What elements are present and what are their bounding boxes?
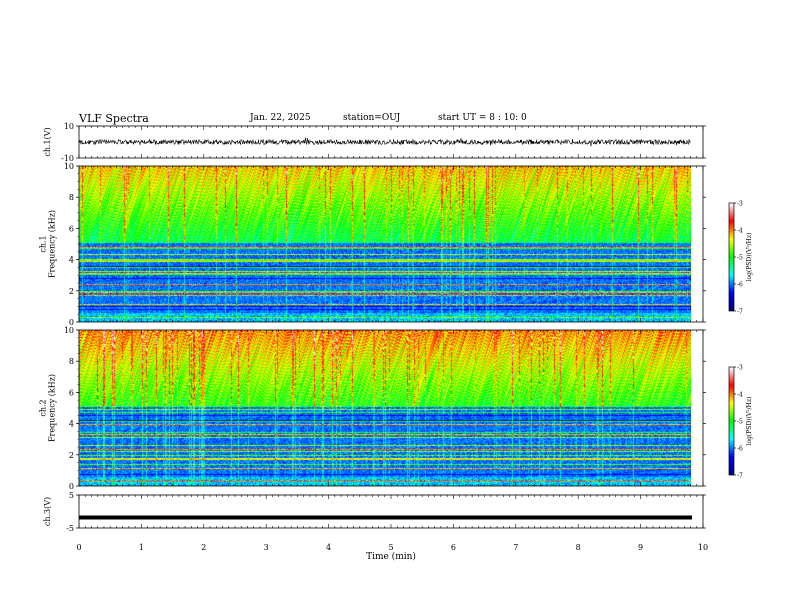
y-tick-label-2-5: 10 (64, 162, 74, 171)
colorbar-tick-label-2-3: -6 (737, 446, 743, 453)
colorbar-tick-label-2-1: -4 (737, 392, 743, 399)
y-tick-label-3-1: 2 (69, 451, 74, 460)
colorbar-tick-label-1-3: -6 (737, 282, 743, 289)
station-label: station=OUJ (343, 113, 401, 123)
colorbar-tick-label-2-0: -3 (737, 365, 743, 372)
spectrogram-image-ch1 (79, 166, 691, 322)
panel-frame-4 (78, 494, 704, 529)
y-tick-label-4-0: 5 (69, 491, 74, 500)
colorbar-label-2: log(PSD)(V²/Hz) (746, 397, 753, 446)
y-axis-label-4: ch.3(V) (43, 497, 52, 526)
colorbar-tick-label-1-4: -7 (737, 309, 743, 316)
chart-title: VLF Spectra (79, 112, 149, 125)
colorbar-tick-label-1-1: -4 (737, 228, 743, 235)
y-axis-label-1: ch.1(V) (43, 127, 52, 156)
colorbar-frame-1 (728, 202, 735, 312)
y-tick-label-3-3: 6 (69, 388, 74, 397)
y-axis-label-2-1: ch.1 (39, 235, 48, 252)
date-label: Jan. 22, 2025 (250, 113, 311, 123)
y-tick-label-2-3: 6 (69, 224, 74, 233)
x-tick-label-5: 5 (388, 543, 393, 552)
y-tick-label-1-0: 10 (64, 122, 74, 131)
y-tick-label-3-4: 8 (69, 357, 74, 366)
x-tick-label-9: 9 (638, 543, 643, 552)
spectrogram-image-ch2 (79, 330, 691, 486)
ch1-waveform-trace (78, 137, 691, 147)
y-axis-label-3-1: ch.2 (39, 399, 48, 416)
colorbar-1 (729, 203, 734, 311)
y-tick-label-3-0: 0 (69, 482, 74, 491)
colorbar-tick-label-2-4: -7 (737, 473, 743, 480)
colorbar-tick-label-1-0: -3 (737, 201, 743, 208)
x-tick-label-3: 3 (264, 543, 269, 552)
y-tick-label-3-5: 10 (64, 326, 74, 335)
x-tick-label-7: 7 (513, 543, 518, 552)
colorbar-2 (729, 367, 734, 475)
x-tick-label-2: 2 (201, 543, 206, 552)
x-tick-label-1: 1 (139, 543, 144, 552)
y-tick-label-2-1: 2 (69, 287, 74, 296)
x-tick-label-6: 6 (451, 543, 456, 552)
y-tick-label-2-0: 0 (69, 318, 74, 327)
y-tick-label-1-1: -10 (61, 154, 74, 163)
x-tick-label-0: 0 (76, 543, 81, 552)
x-tick-label-10: 10 (698, 543, 708, 552)
y-tick-label-2-4: 8 (69, 193, 74, 202)
y-tick-label-3-2: 4 (69, 420, 74, 429)
x-axis-label: Time (min) (366, 551, 416, 562)
colorbar-frame-2 (728, 366, 735, 476)
colorbar-label-1: log(PSD)(V²/Hz) (746, 233, 753, 282)
y-tick-label-4-1: -5 (66, 524, 74, 533)
colorbar-tick-label-2-2: -5 (737, 419, 743, 426)
y-axis-label-3-2: Frequency (kHz) (48, 374, 57, 442)
y-tick-label-2-2: 4 (69, 256, 74, 265)
colorbar-tick-label-1-2: -5 (737, 255, 743, 262)
x-tick-label-4: 4 (326, 543, 331, 552)
x-tick-label-8: 8 (576, 543, 581, 552)
y-axis-label-2-2: Frequency (kHz) (48, 210, 57, 278)
start-time-label: start UT = 8 : 10: 0 (438, 113, 527, 123)
